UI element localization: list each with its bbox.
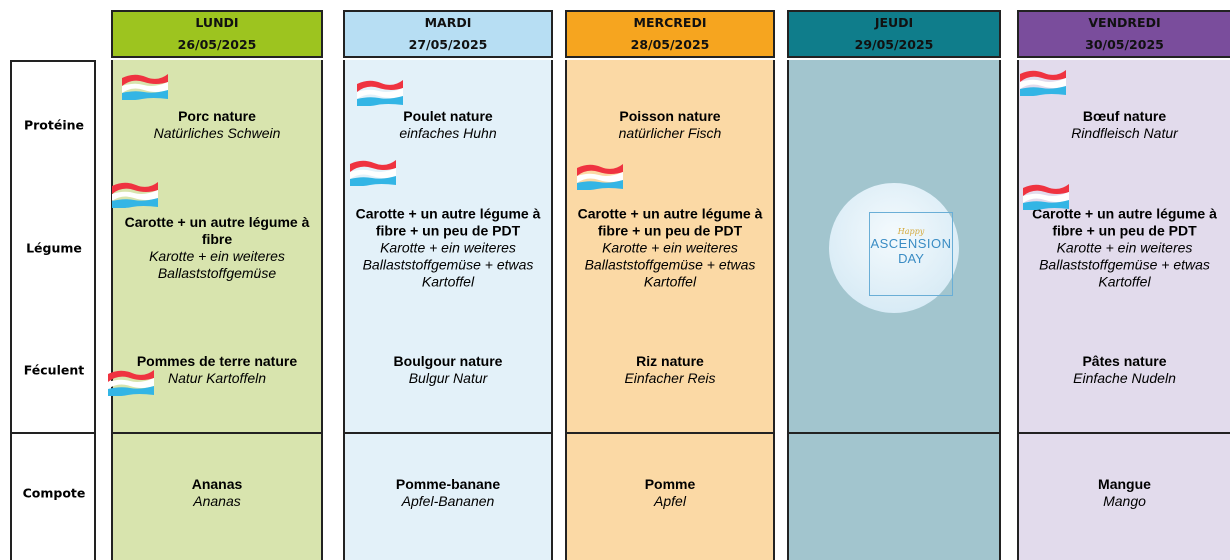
dish-fr: Boulgour nature <box>393 353 503 369</box>
day-header: JEUDI 29/05/2025 <box>787 10 1001 58</box>
row-label: Compote <box>22 485 86 501</box>
flag-icon <box>357 80 403 106</box>
row-label-column <box>10 60 96 560</box>
menu-cell: Ananas Ananas <box>111 476 323 510</box>
day-column <box>565 60 775 560</box>
day-column <box>111 60 323 560</box>
menu-cell: Carotte + un autre légume à fibre Karotte… <box>111 214 323 282</box>
holiday-small: Happy <box>897 227 925 236</box>
menu-cell: Porc nature Natürliches Schwein <box>111 108 323 142</box>
dish-fr: Poulet nature <box>403 108 493 124</box>
flag-icon <box>108 370 154 396</box>
flag-icon <box>350 160 396 186</box>
dish-fr: Pommes de terre nature <box>136 353 298 369</box>
row-label: Féculent <box>23 362 85 378</box>
holiday-badge: Happy ASCENSION DAY <box>829 183 959 313</box>
holiday-frame: Happy ASCENSION DAY <box>869 212 953 296</box>
dish-de: Apfel <box>654 493 686 509</box>
dish-fr: Carotte + un autre légume à fibre + un p… <box>577 205 763 239</box>
day-name: MERCREDI <box>633 15 707 30</box>
day-name: MARDI <box>424 15 472 30</box>
flag-icon <box>112 182 158 208</box>
flag-icon <box>1023 184 1069 210</box>
dish-fr: Riz nature <box>636 353 704 369</box>
dish-de: Mango <box>1103 493 1146 509</box>
dish-fr: Pomme <box>644 476 696 492</box>
menu-cell: Pomme-banane Apfel-Bananen <box>343 476 553 510</box>
menu-cell: Bœuf nature Rindfleisch Natur <box>1017 108 1230 142</box>
day-header: MERCREDI 28/05/2025 <box>565 10 775 58</box>
day-column <box>343 60 553 560</box>
dish-de: Karotte + ein weiteres Ballaststoffgemüs… <box>1039 239 1210 290</box>
row-label: Légume <box>26 240 82 256</box>
day-date: 28/05/2025 <box>630 37 710 52</box>
row-divider <box>787 432 1001 434</box>
menu-cell: Carotte + un autre légume à fibre + un p… <box>343 206 553 291</box>
menu-cell: Carotte + un autre légume à fibre + un p… <box>1017 206 1230 291</box>
menu-cell: Pommes de terre nature Natur Kartoffeln <box>111 353 323 387</box>
dish-fr: Poisson nature <box>619 108 721 124</box>
day-date: 26/05/2025 <box>177 37 257 52</box>
menu-cell: Poisson nature natürlicher Fisch <box>565 108 775 142</box>
dish-de: Natürliches Schwein <box>153 125 281 141</box>
flag-icon <box>122 74 168 100</box>
dish-fr: Ananas <box>191 476 243 492</box>
dish-de: Karotte + ein weiteres Ballaststoffgemüs… <box>362 239 534 290</box>
day-header: MARDI 27/05/2025 <box>343 10 553 58</box>
holiday-sub: DAY <box>898 251 924 266</box>
dish-de: Einfacher Reis <box>624 370 716 386</box>
menu-cell: Riz nature Einfacher Reis <box>565 353 775 387</box>
day-date: 30/05/2025 <box>1085 37 1164 52</box>
day-name: JEUDI <box>874 15 914 30</box>
dish-fr: Bœuf nature <box>1082 108 1167 124</box>
dish-fr: Carotte + un autre légume à fibre + un p… <box>1032 205 1217 239</box>
dish-fr: Pomme-banane <box>395 476 501 492</box>
dish-fr: Pâtes nature <box>1082 353 1167 369</box>
dish-fr: Carotte + un autre légume à fibre <box>124 214 310 247</box>
menu-cell: Pomme Apfel <box>565 476 775 510</box>
dish-de: Rindfleisch Natur <box>1071 125 1178 141</box>
day-name: VENDREDI <box>1088 15 1161 30</box>
dish-de: Karotte + ein weiteres Ballaststoffgemüs… <box>149 248 285 281</box>
row-divider <box>1017 432 1230 434</box>
menu-cell: Mangue Mango <box>1017 476 1230 510</box>
flag-icon <box>577 164 623 190</box>
menu-cell: Pâtes nature Einfache Nudeln <box>1017 353 1230 387</box>
day-header: LUNDI 26/05/2025 <box>111 10 323 58</box>
dish-de: einfaches Huhn <box>399 125 497 141</box>
row-divider <box>343 432 553 434</box>
flag-icon <box>1020 70 1066 96</box>
dish-de: natürlicher Fisch <box>618 125 722 141</box>
day-date: 29/05/2025 <box>854 37 934 52</box>
row-divider <box>565 432 775 434</box>
dish-de: Ananas <box>193 493 241 509</box>
day-header: VENDREDI 30/05/2025 <box>1017 10 1230 58</box>
day-column <box>1017 60 1230 560</box>
dish-de: Natur Kartoffeln <box>167 370 267 386</box>
row-divider <box>10 432 96 434</box>
menu-cell: Carotte + un autre légume à fibre + un p… <box>565 206 775 291</box>
dish-fr: Carotte + un autre légume à fibre + un p… <box>355 205 541 239</box>
holiday-big: ASCENSION <box>870 236 952 251</box>
day-date: 27/05/2025 <box>408 37 488 52</box>
dish-de: Einfache Nudeln <box>1073 370 1176 386</box>
row-divider <box>111 432 323 434</box>
row-label: Protéine <box>23 117 85 133</box>
dish-de: Apfel-Bananen <box>401 493 495 509</box>
dish-fr: Mangue <box>1098 476 1151 492</box>
menu-cell: Poulet nature einfaches Huhn <box>343 108 553 142</box>
dish-fr: Porc nature <box>178 108 256 124</box>
menu-cell: Boulgour nature Bulgur Natur <box>343 353 553 387</box>
dish-de: Bulgur Natur <box>408 370 488 386</box>
dish-de: Karotte + ein weiteres Ballaststoffgemüs… <box>584 239 756 290</box>
day-name: LUNDI <box>195 15 239 30</box>
